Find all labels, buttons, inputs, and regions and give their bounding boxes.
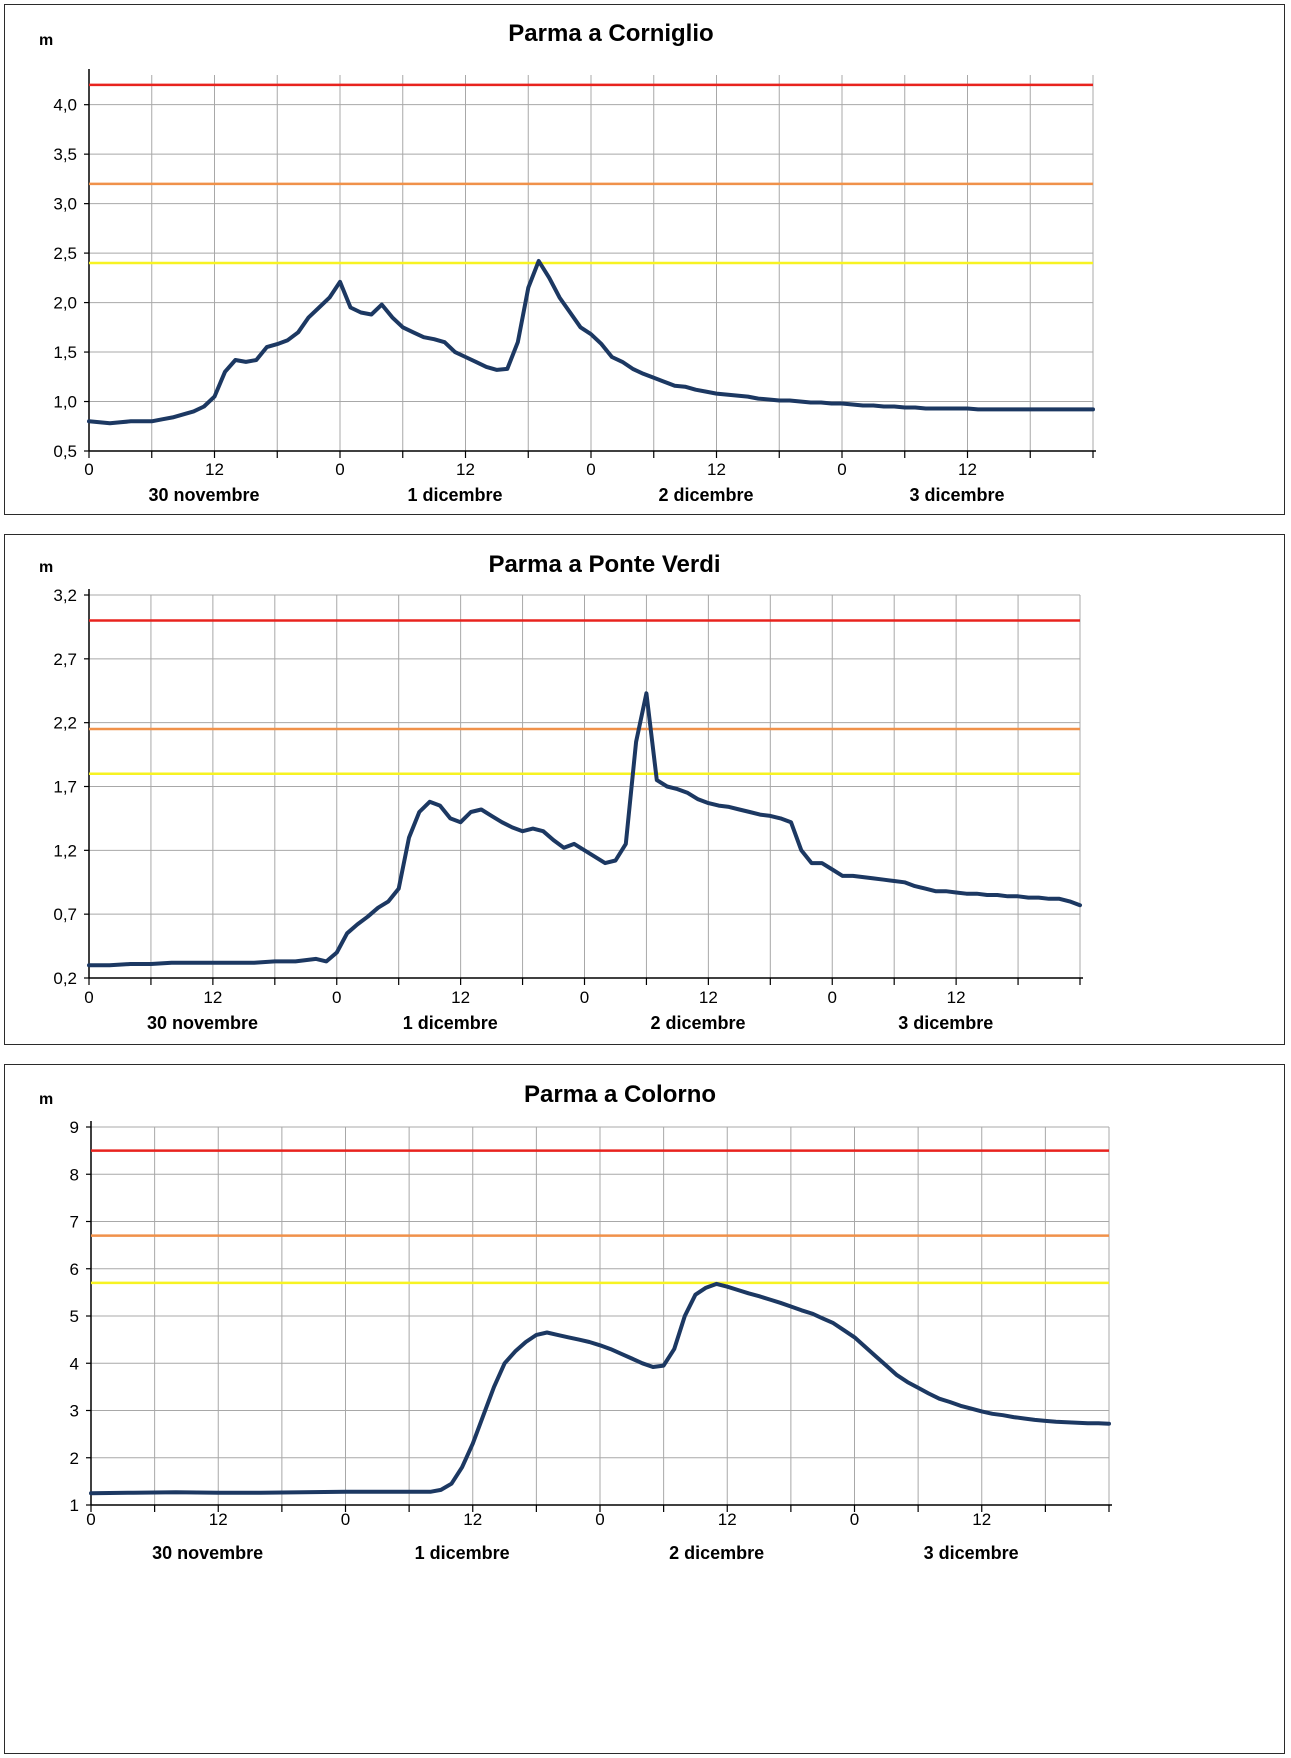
x-tick-label: 12: [456, 460, 475, 479]
x-tick-label: 12: [463, 1510, 482, 1529]
x-tick-label: 12: [718, 1510, 737, 1529]
x-tick-label: 12: [972, 1510, 991, 1529]
y-axis-unit: m: [39, 1091, 53, 1108]
x-tick-label: 0: [332, 988, 341, 1007]
y-tick-label: 0,7: [53, 905, 77, 924]
y-tick-label: 3,2: [53, 586, 77, 605]
y-tick-label: 1,5: [53, 343, 77, 362]
x-tick-label: 0: [84, 988, 93, 1007]
x-tick-label: 0: [341, 1510, 350, 1529]
day-label: 3 dicembre: [924, 1543, 1019, 1563]
chart-panel-ponte-verdi: Parma a Ponte Verdi m 0,2 0,7 1,2 1,7 2,2 2,7 3,…: [4, 534, 1285, 1045]
chart-title: Parma a Ponte Verdi: [488, 551, 720, 578]
day-label: 1 dicembre: [415, 1543, 510, 1563]
y-tick-label: 6: [70, 1260, 79, 1279]
day-label: 1 dicembre: [403, 1013, 498, 1033]
day-label: 2 dicembre: [669, 1543, 764, 1563]
water-level-line: [87, 691, 1082, 968]
day-label: 2 dicembre: [651, 1013, 746, 1033]
day-label: 3 dicembre: [898, 1013, 993, 1033]
x-tick-label: 12: [707, 460, 726, 479]
y-tick-label: 0,5: [53, 442, 77, 461]
y-tick-label: 3,5: [53, 145, 77, 164]
x-tick-label: 12: [203, 988, 222, 1007]
day-label: 30 novembre: [149, 485, 260, 505]
y-tick-label: 2,5: [53, 244, 77, 263]
chart-ponte-verdi: Parma a Ponte Verdi m 0,2 0,7 1,2 1,7 2,2 2,7 3,…: [39, 551, 1083, 1033]
water-level-line: [87, 259, 1095, 426]
y-tick-label: 1,2: [53, 841, 77, 860]
y-tick-label: 4,0: [53, 96, 77, 115]
x-tick-label: 0: [837, 460, 846, 479]
y-axis-unit: m: [39, 559, 53, 576]
x-tick-label: 12: [699, 988, 718, 1007]
water-level-line: [89, 1281, 1111, 1496]
x-tick-label: 12: [209, 1510, 228, 1529]
x-tick-label: 0: [580, 988, 589, 1007]
y-axis-unit: m: [39, 32, 53, 49]
x-tick-label: 0: [595, 1510, 604, 1529]
x-tick-label: 0: [84, 460, 93, 479]
y-tick-label: 0,2: [53, 969, 77, 988]
chart-panel-corniglio: Parma a Corniglio m 0,5 1,0 1,5 2,0 2,5 3,0 3,5 4…: [4, 4, 1285, 515]
y-tick-label: 7: [70, 1213, 79, 1232]
y-tick-label: 4: [70, 1354, 79, 1373]
y-tick-label: 9: [70, 1118, 79, 1137]
chart-title: Parma a Corniglio: [508, 20, 713, 47]
y-tick-label: 2,7: [53, 650, 77, 669]
y-tick-label: 1,7: [53, 778, 77, 797]
x-tick-label: 12: [947, 988, 966, 1007]
y-tick-label: 3,0: [53, 195, 77, 214]
x-tick-label: 12: [451, 988, 470, 1007]
y-tick-label: 5: [70, 1307, 79, 1326]
x-tick-label: 0: [335, 460, 344, 479]
day-label: 1 dicembre: [408, 485, 503, 505]
y-tick-label: 2: [70, 1449, 79, 1468]
day-label: 30 novembre: [152, 1543, 263, 1563]
x-tick-label: 0: [828, 988, 837, 1007]
x-tick-label: 0: [586, 460, 595, 479]
chart-panel-colorno: Parma a Colorno m 1 2 3 4 5 6 7 8 9 0 12 0 12 0 12 0 12 30 …: [4, 1064, 1285, 1754]
chart-corniglio: Parma a Corniglio m 0,5 1,0 1,5 2,0 2,5 3,0 3,5 4…: [39, 20, 1096, 505]
x-tick-label: 12: [958, 460, 977, 479]
y-tick-label: 3: [70, 1402, 79, 1421]
chart-title: Parma a Colorno: [524, 1081, 716, 1108]
day-label: 2 dicembre: [659, 485, 754, 505]
y-tick-label: 2,0: [53, 294, 77, 313]
y-tick-label: 2,2: [53, 714, 77, 733]
x-tick-label: 0: [850, 1510, 859, 1529]
x-tick-label: 0: [86, 1510, 95, 1529]
y-tick-label: 8: [70, 1165, 79, 1184]
day-label: 30 novembre: [147, 1013, 258, 1033]
x-tick-label: 12: [205, 460, 224, 479]
y-tick-label: 1: [70, 1496, 79, 1515]
y-tick-label: 1,0: [53, 393, 77, 412]
day-label: 3 dicembre: [910, 485, 1005, 505]
